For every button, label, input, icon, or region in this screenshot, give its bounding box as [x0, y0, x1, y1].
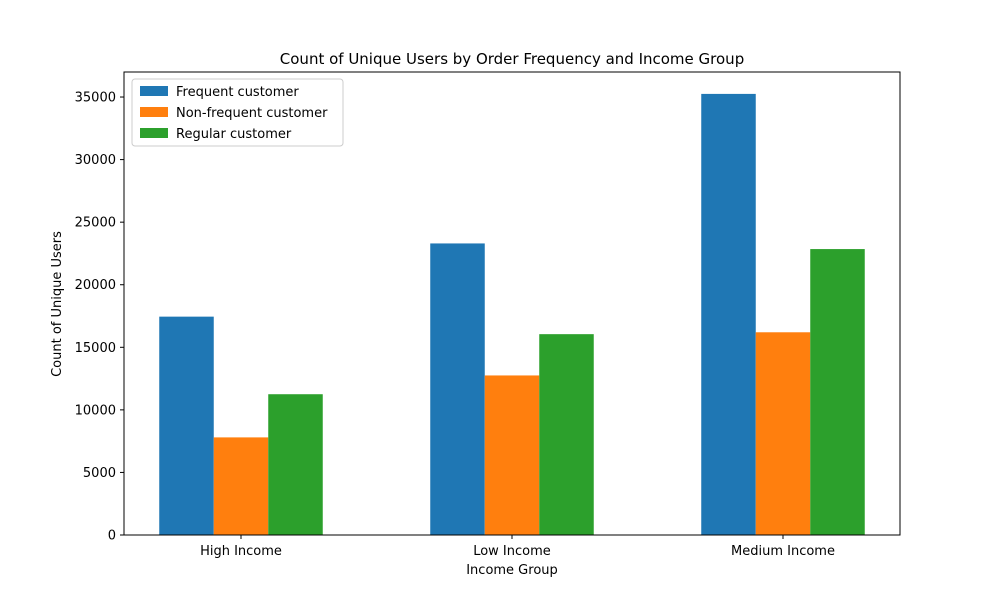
legend-label-regular-customer: Regular customer	[176, 127, 292, 142]
y-axis-label: Count of Unique Users	[50, 231, 65, 377]
bar-low-income-regular-customer	[539, 334, 594, 535]
y-tick-label: 20000	[75, 278, 116, 293]
bar-medium-income-frequent-customer	[701, 93, 756, 536]
legend: Frequent customer Non-frequent customer Re…	[131, 78, 344, 147]
x-tick-label: High Income	[200, 544, 282, 559]
bar-low-income-frequent-customer	[430, 243, 485, 535]
x-tick-label: Medium Income	[731, 544, 835, 559]
x-axis-ticks: High Income Low Income Medium Income	[200, 535, 835, 559]
bars-layer	[159, 93, 865, 536]
bar-high-income-non-frequent-customer	[213, 437, 269, 535]
bar-high-income-frequent-customer	[159, 316, 214, 535]
x-axis-label: Income Group	[466, 563, 558, 578]
y-tick-label: 5000	[83, 466, 116, 481]
y-axis-ticks: 0 5000 10000 15000 20000 25000 30000 35000	[75, 91, 124, 544]
plot-area-frame	[123, 71, 901, 536]
bar-low-income-non-frequent-customer	[484, 375, 540, 535]
legend-label-non-frequent-customer: Non-frequent customer	[176, 106, 328, 121]
y-tick-label: 0	[108, 529, 116, 544]
legend-swatch-regular-customer	[140, 128, 168, 138]
y-tick-label: 30000	[75, 153, 116, 168]
x-tick-label: Low Income	[473, 544, 551, 559]
legend-box	[131, 78, 344, 147]
y-tick-label: 25000	[75, 216, 116, 231]
bar-medium-income-regular-customer	[810, 249, 865, 535]
legend-swatch-frequent-customer	[140, 86, 168, 96]
y-tick-label: 35000	[75, 91, 116, 106]
bar-high-income-regular-customer	[268, 394, 323, 535]
bar-medium-income-non-frequent-customer	[755, 332, 811, 535]
y-tick-label: 15000	[75, 341, 116, 356]
legend-label-frequent-customer: Frequent customer	[176, 85, 299, 100]
chart-title: Count of Unique Users by Order Frequency…	[280, 50, 744, 68]
legend-swatch-non-frequent-customer	[140, 107, 168, 117]
y-tick-label: 10000	[75, 403, 116, 418]
